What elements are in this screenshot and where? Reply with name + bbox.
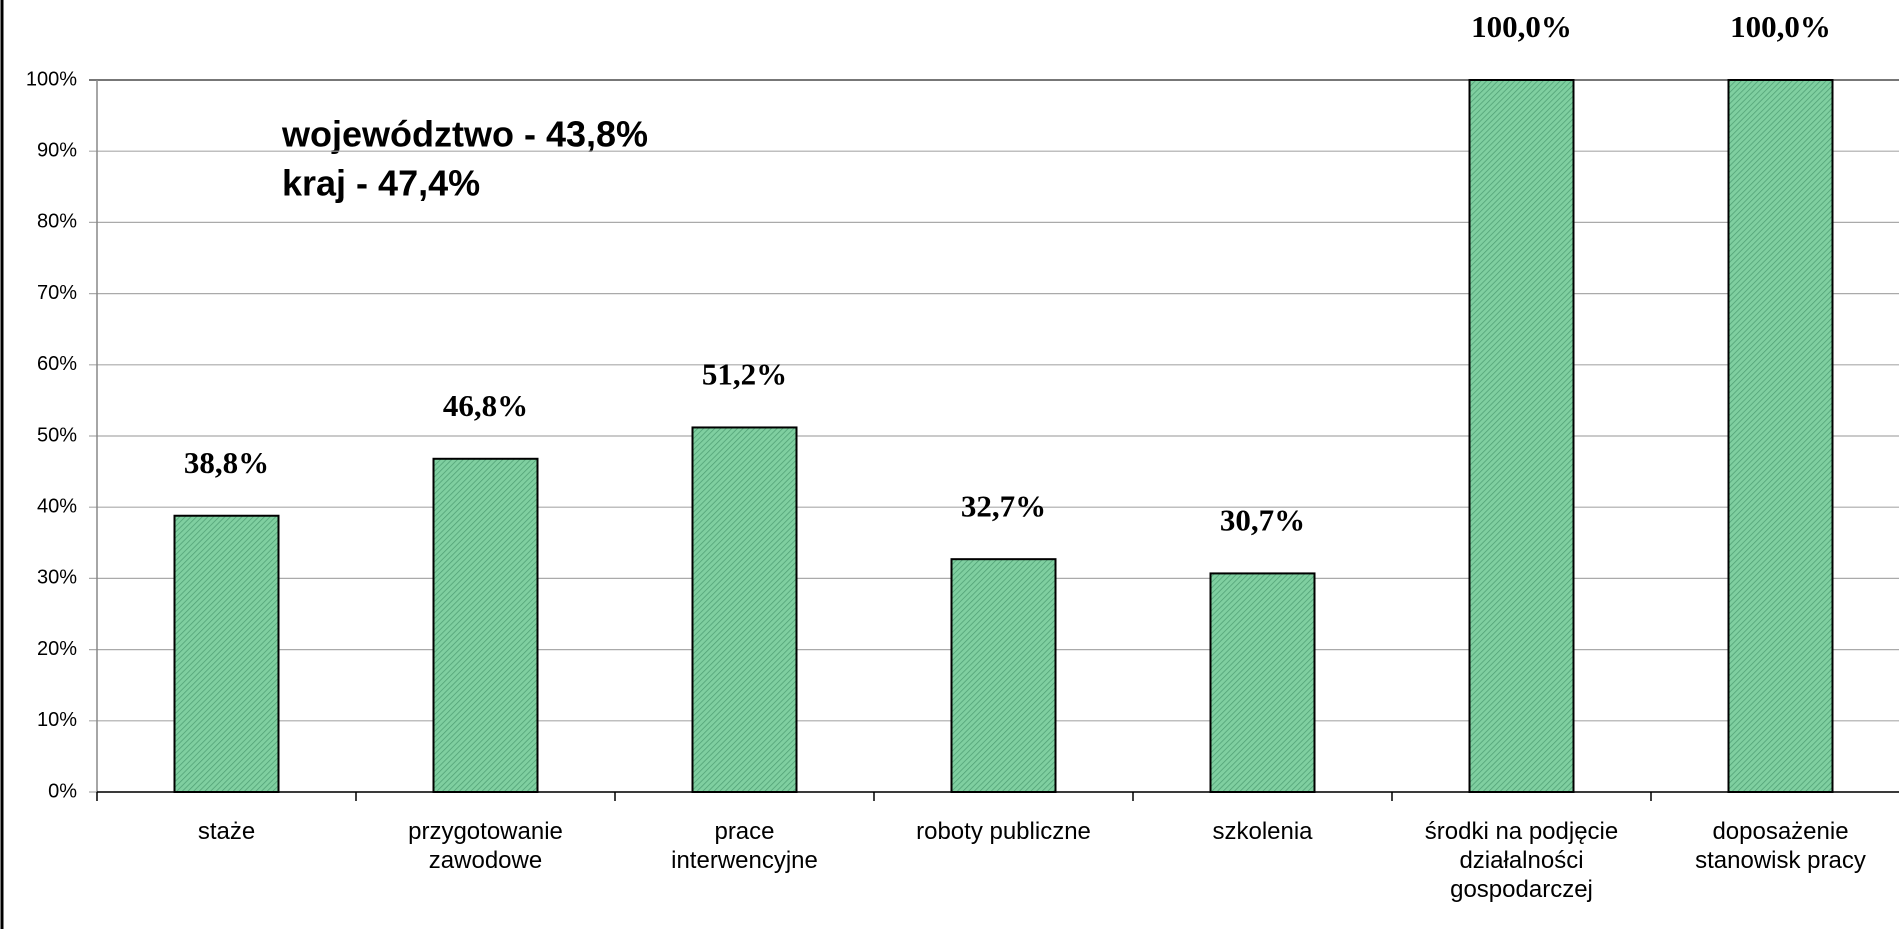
data-label: 32,7% [961, 488, 1046, 523]
y-tick-label: 80% [37, 211, 77, 233]
data-label: 51,2% [702, 357, 787, 392]
x-tick-label: doposażenie stanowisk pracy [1695, 818, 1866, 874]
y-tick-label: 60% [37, 353, 77, 375]
x-tick-label: szkolenia [1212, 818, 1313, 845]
x-tick-label: staże [197, 818, 256, 845]
data-label: 46,8% [443, 388, 528, 423]
bar [691, 426, 798, 793]
y-tick-label: 50% [37, 424, 77, 446]
y-tick-label: 20% [37, 638, 77, 660]
data-label: 38,8% [184, 445, 269, 480]
x-tick-label: środki na podjęcie działalności gospodar… [1424, 818, 1619, 903]
x-tick-label: prace interwencyjne [671, 818, 818, 874]
y-tick-label: 90% [37, 139, 77, 161]
bar [173, 514, 280, 794]
bar [1727, 79, 1834, 793]
x-tick-label: roboty publiczne [916, 818, 1091, 845]
y-tick-label: 30% [37, 567, 77, 589]
bar [432, 457, 539, 793]
annotation: województwo - 43,8% [281, 114, 648, 155]
data-label: 100,0% [1730, 9, 1831, 44]
y-tick-label: 70% [37, 282, 77, 304]
data-label: 100,0% [1471, 9, 1572, 44]
y-tick-label: 10% [37, 709, 77, 731]
bar [950, 558, 1057, 794]
data-label: 30,7% [1220, 503, 1305, 538]
bar [1209, 572, 1316, 794]
y-tick-label: 40% [37, 495, 77, 517]
x-tick-label: przygotowanie zawodowe [408, 818, 563, 874]
annotation: kraj - 47,4% [282, 163, 480, 204]
y-tick-label: 0% [48, 780, 77, 802]
bar [1468, 79, 1575, 793]
y-tick-label: 100% [26, 68, 77, 90]
